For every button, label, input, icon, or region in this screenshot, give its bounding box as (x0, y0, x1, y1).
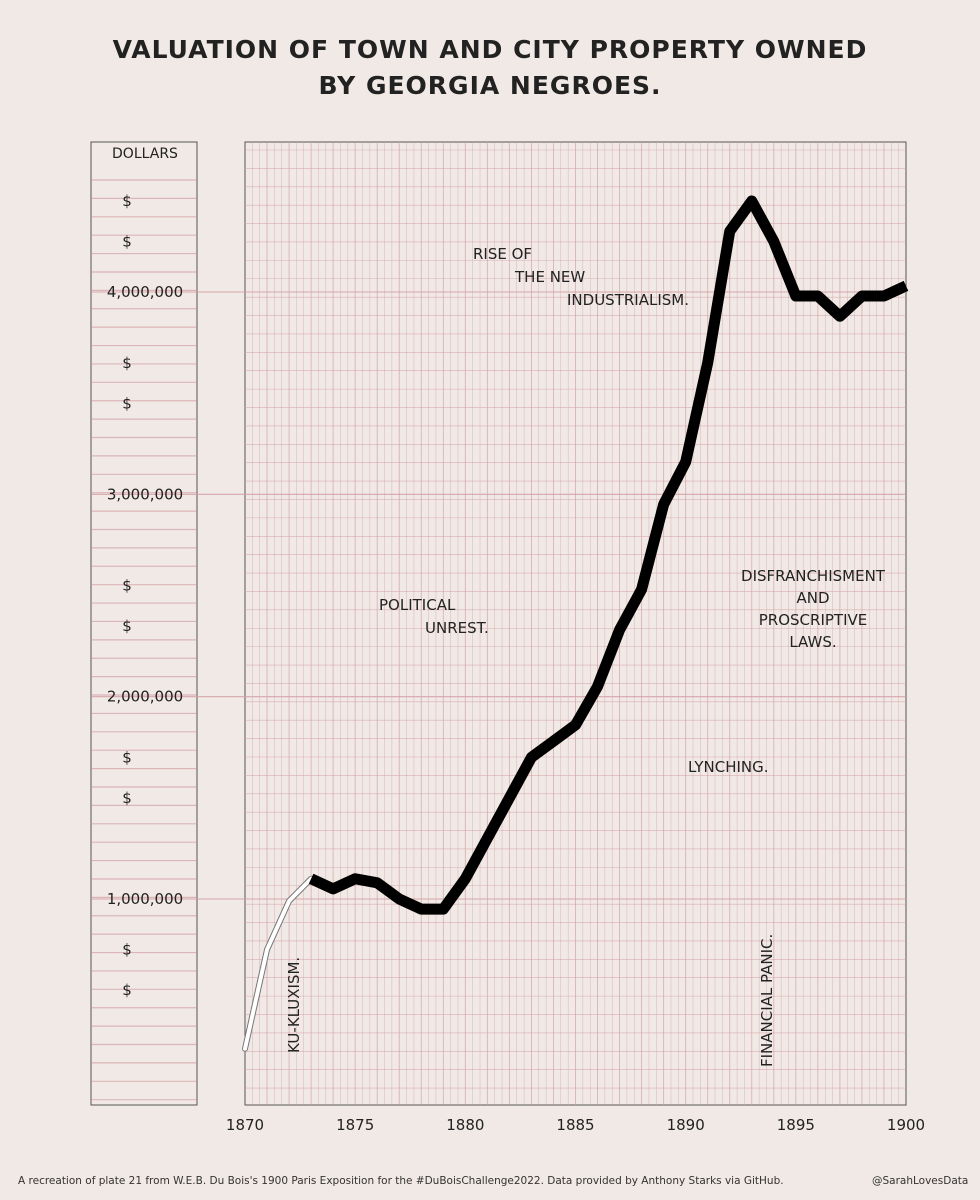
annotation-financial-panic: FINANCIAL PANIC. (758, 934, 776, 1067)
dollar-mark: $ (122, 192, 132, 210)
annotation-proscriptive: PROSCRIPTIVE (759, 611, 868, 629)
x-tick-label: 1875 (336, 1116, 374, 1134)
dollar-mark: $ (122, 981, 132, 999)
annotation-the-new: THE NEW (514, 268, 585, 286)
y-axis-label: DOLLARS (112, 146, 178, 162)
footer-handle: @SarahLovesData (872, 1175, 969, 1187)
annotation-ku-kluxism: KU-KLUXISM. (285, 957, 303, 1053)
line-segment-early (243, 876, 314, 1051)
y-tick-label: 2,000,000 (107, 688, 183, 706)
y-tick-labels: 1,000,000 2,000,000 3,000,000 4,000,000 (107, 283, 183, 908)
dollar-mark: $ (122, 748, 132, 766)
y-axis-panel (90, 141, 198, 1106)
x-tick-label: 1870 (226, 1116, 264, 1134)
annotation-political: POLITICAL (379, 596, 456, 614)
annotation-laws: LAWS. (789, 633, 836, 651)
chart-title-line-1: VALUATION OF TOWN AND CITY PROPERTY OWNE… (112, 35, 868, 64)
footer-credit: A recreation of plate 21 from W.E.B. Du … (18, 1175, 784, 1187)
annotation-disfranchisment: DISFRANCHISMENT (741, 567, 886, 585)
chart-title-line-2: BY GEORGIA NEGROES. (318, 71, 662, 100)
x-tick-label: 1895 (777, 1116, 815, 1134)
dollar-mark: $ (122, 941, 132, 959)
y-tick-label: 3,000,000 (107, 485, 183, 503)
annotation-and: AND (796, 589, 829, 607)
annotations: RISE OF THE NEW INDUSTRIALISM. POLITICAL… (285, 245, 886, 1067)
x-tick-label: 1880 (446, 1116, 484, 1134)
x-tick-label: 1885 (556, 1116, 594, 1134)
annotation-unrest: UNREST. (425, 619, 489, 637)
annotation-rise-of: RISE OF (473, 245, 532, 263)
x-tick-label: 1890 (667, 1116, 705, 1134)
annotation-lynching: LYNCHING. (688, 758, 769, 776)
data-line (242, 195, 909, 1052)
dollar-mark: $ (122, 354, 132, 372)
dollar-mark: $ (122, 394, 132, 412)
chart: DOLLARS 1,000,000 2,000,000 3,000,000 4,000… (90, 141, 925, 1134)
y-axis-panel-lines (92, 179, 196, 1101)
y-tick-label: 1,000,000 (107, 890, 183, 908)
y-tick-label: 4,000,000 (107, 283, 183, 301)
grid (92, 142, 906, 1105)
annotation-industrialism: INDUSTRIALISM. (567, 291, 689, 309)
dollar-mark: $ (122, 232, 132, 250)
x-tick-labels: 1870 1875 1880 1885 1890 1895 1900 (226, 1116, 925, 1134)
dollar-marks: $ $ $ $ $ $ $ $ $ $ (122, 192, 132, 999)
dollar-mark: $ (122, 617, 132, 635)
dollar-mark: $ (122, 789, 132, 807)
x-tick-label: 1900 (887, 1116, 925, 1134)
dollar-mark: $ (122, 576, 132, 594)
line-segment-main (308, 195, 909, 915)
